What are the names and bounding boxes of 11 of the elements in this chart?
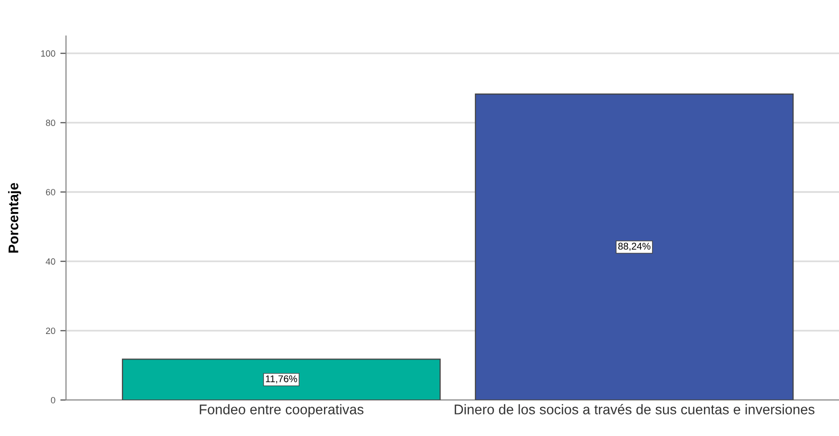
data-label: 11,76% (266, 375, 298, 384)
y-tick-label: 0 (50, 396, 56, 404)
x-tick-label: Dinero de los socios a través de sus cuentas e inversiones (454, 404, 814, 414)
y-tick-label: 80 (46, 120, 56, 126)
y-tick-label: 40 (46, 258, 56, 265)
data-label: 88,24% (618, 242, 650, 251)
y-tick-label: 60 (46, 188, 56, 196)
y-tick-label: 20 (46, 328, 56, 334)
x-tick-label: Fondeo entre cooperativas (200, 404, 364, 418)
y-tick-label: 100 (41, 50, 56, 57)
y-axis-title: Porcentaje (8, 182, 22, 253)
